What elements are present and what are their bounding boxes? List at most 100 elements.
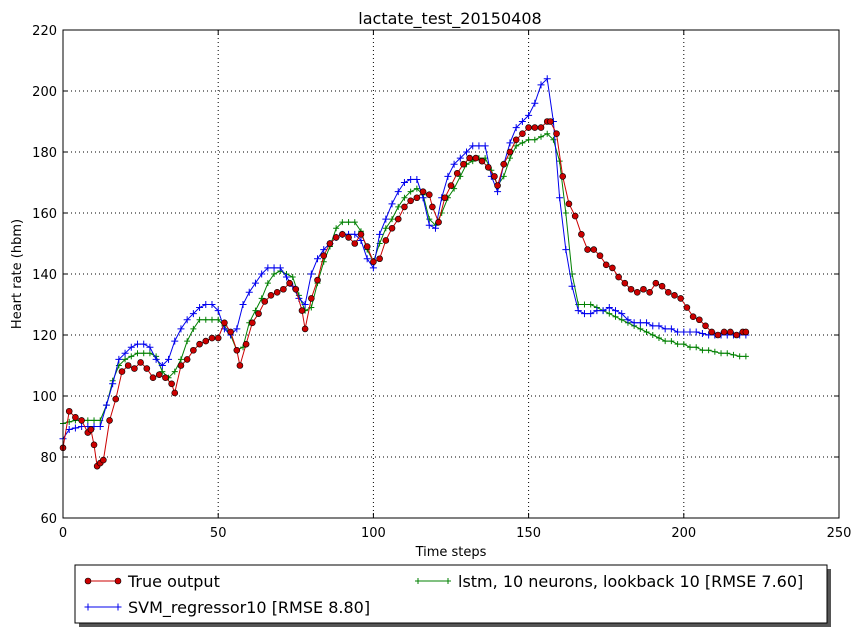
data-point (531, 99, 539, 107)
data-point (214, 307, 222, 315)
data-point (87, 426, 95, 433)
data-point (637, 325, 644, 332)
data-point (314, 276, 321, 284)
data-point (658, 282, 666, 290)
data-point (618, 310, 626, 318)
legend-label: lstm, 10 neurons, lookback 10 [RMSE 7.60… (458, 572, 803, 591)
legend-marker (84, 577, 92, 585)
data-point (413, 194, 421, 202)
data-point (370, 258, 377, 266)
data-point (612, 307, 620, 315)
data-point (165, 355, 173, 363)
data-point (531, 124, 539, 131)
data-point (587, 301, 594, 308)
data-point (643, 319, 651, 327)
data-point (630, 319, 638, 327)
data-point (84, 417, 91, 424)
data-point (320, 252, 328, 259)
data-point (696, 316, 703, 324)
data-point (718, 350, 725, 357)
data-point (643, 328, 650, 335)
data-point (649, 322, 657, 330)
y-tick-label: 100 (32, 390, 57, 405)
data-point (525, 136, 532, 143)
data-point (280, 285, 287, 293)
x-tick-label: 0 (59, 526, 67, 541)
data-point (419, 194, 427, 202)
data-point (208, 316, 215, 323)
data-point (633, 288, 641, 296)
data-point (714, 331, 722, 339)
data-point (478, 157, 486, 165)
y-tick-label: 160 (32, 207, 57, 222)
data-point (351, 219, 358, 226)
data-point (196, 340, 203, 348)
legend-marker (445, 578, 451, 584)
data-point (339, 219, 346, 226)
data-point (525, 124, 532, 131)
data-point (190, 346, 197, 354)
data-point (413, 175, 421, 183)
x-tick-label: 250 (827, 526, 852, 541)
data-point (640, 285, 647, 293)
data-point (674, 328, 682, 336)
x-tick-label: 150 (516, 526, 541, 541)
data-point (273, 288, 281, 296)
data-point (308, 295, 315, 302)
data-point (134, 350, 141, 357)
data-point (664, 288, 672, 296)
data-point (301, 301, 309, 308)
data-point (177, 356, 184, 363)
data-point (518, 118, 526, 125)
data-point (171, 337, 179, 345)
data-point (314, 255, 322, 263)
data-point (65, 426, 73, 434)
data-point (395, 203, 402, 210)
data-point (202, 301, 210, 308)
data-point (475, 142, 483, 150)
data-point (705, 347, 712, 354)
data-point (264, 280, 271, 287)
data-point (289, 274, 296, 281)
data-point (435, 218, 442, 226)
data-point (122, 356, 129, 363)
x-tick-label: 100 (361, 526, 386, 541)
data-point (146, 343, 154, 351)
data-point (655, 335, 662, 342)
data-point (233, 325, 241, 333)
data-point (320, 246, 328, 254)
data-point (72, 414, 79, 421)
data-point (544, 130, 551, 137)
grid (63, 30, 839, 518)
data-point (255, 310, 262, 317)
legend-label: True output (127, 572, 220, 591)
data-point (363, 255, 371, 263)
data-point (693, 344, 700, 351)
data-point (276, 264, 284, 272)
data-point (444, 172, 452, 180)
data-point (267, 292, 275, 299)
data-point (382, 225, 389, 232)
data-point (357, 231, 365, 238)
data-point (574, 307, 582, 315)
data-point (96, 423, 104, 430)
data-point (568, 282, 576, 290)
data-point (559, 173, 567, 180)
data-point (708, 328, 716, 336)
data-point (90, 441, 98, 449)
data-point (249, 319, 256, 327)
data-point (512, 124, 520, 132)
x-axis-label: Time steps (415, 545, 487, 560)
data-point (357, 236, 365, 244)
data-point (401, 194, 408, 201)
data-point (301, 325, 309, 333)
data-point (667, 325, 675, 333)
x-tick-label: 50 (210, 526, 227, 541)
data-point (736, 353, 743, 360)
data-point (78, 417, 85, 424)
data-point (239, 301, 247, 308)
data-point (388, 200, 396, 208)
data-point (183, 316, 191, 324)
data-point (453, 170, 461, 177)
